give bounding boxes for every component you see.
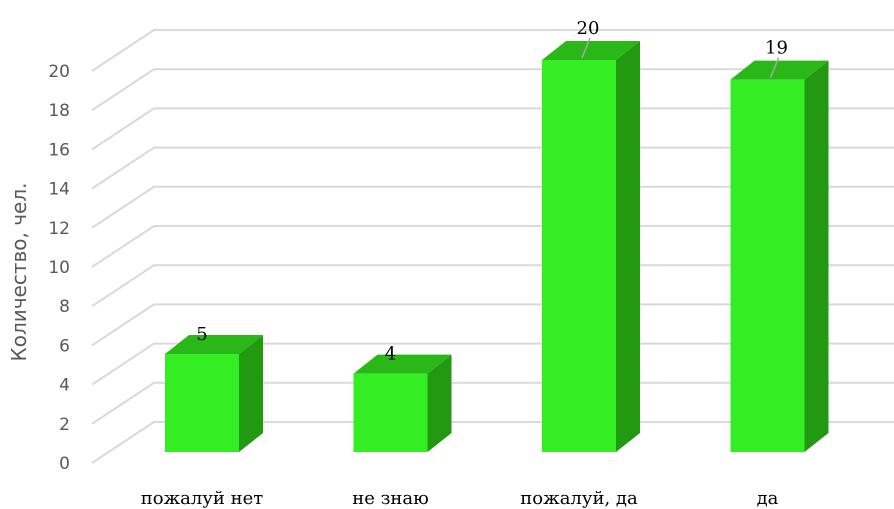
gridline — [91, 29, 894, 72]
bar — [542, 41, 640, 452]
data-label-leader — [769, 57, 780, 78]
gridline — [91, 107, 894, 151]
y-tick-label: 14 — [48, 180, 70, 200]
bars — [165, 41, 829, 452]
gridline — [91, 381, 894, 425]
bar-side-face — [616, 41, 640, 452]
data-labels: 5 4 20 19 — [196, 18, 788, 365]
bar-front-face — [542, 60, 616, 452]
y-tick-label: 6 — [59, 336, 70, 356]
y-axis-ticks: 0 2 4 6 8 10 12 14 16 18 20 — [48, 62, 70, 474]
gridline — [91, 421, 894, 464]
bar-front-face — [353, 373, 428, 452]
bar-top-face — [353, 354, 452, 374]
data-label: 20 — [577, 18, 600, 39]
y-tick-label: 18 — [48, 101, 70, 121]
x-axis-ticks: пожалуй нет не знаю пожалуй, да да — [141, 488, 779, 509]
gridline — [91, 185, 894, 229]
x-tick-label: да — [757, 488, 779, 509]
x-tick-label: пожалуй нет — [141, 488, 264, 509]
gridline — [91, 68, 894, 112]
gridline — [91, 225, 894, 268]
data-label-leader — [581, 37, 591, 59]
bar — [165, 335, 263, 452]
y-tick-label: 12 — [48, 219, 70, 239]
data-label: 4 — [385, 344, 396, 365]
gridline — [91, 303, 894, 347]
y-tick-label: 10 — [48, 258, 70, 278]
bar-top-face — [542, 41, 640, 60]
bar-side-face — [427, 354, 452, 452]
gridlines — [91, 29, 894, 464]
y-tick-label: 8 — [59, 297, 70, 317]
gridline — [91, 342, 894, 386]
gridline — [91, 264, 894, 308]
data-label: 19 — [765, 38, 788, 59]
bar-top-face — [730, 60, 829, 80]
y-tick-label: 20 — [48, 62, 70, 82]
x-tick-label: не знаю — [352, 488, 429, 509]
bar-front-face — [730, 79, 805, 452]
x-tick-label: пожалуй, да — [520, 488, 638, 509]
y-tick-label: 16 — [48, 140, 70, 160]
y-tick-label: 0 — [59, 454, 70, 474]
bar-side-face — [239, 335, 263, 452]
bar-side-face — [804, 60, 829, 452]
data-label: 5 — [196, 324, 207, 345]
gridline — [91, 146, 894, 190]
bar-front-face — [165, 354, 239, 452]
bar — [353, 354, 452, 452]
bar-top-face — [165, 335, 263, 354]
bar — [730, 60, 829, 452]
y-tick-label: 4 — [59, 376, 70, 396]
y-tick-label: 2 — [59, 415, 70, 435]
y-axis-title: Количество, чел. — [7, 183, 31, 362]
